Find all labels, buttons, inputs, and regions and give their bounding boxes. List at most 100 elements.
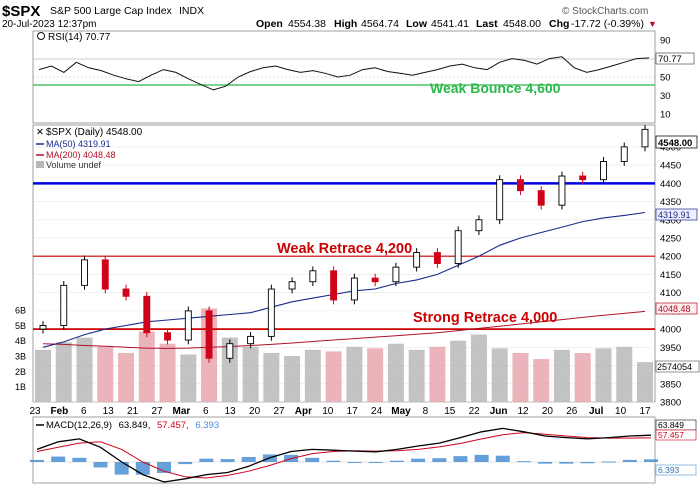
price-tick-label: 4250 bbox=[660, 233, 681, 244]
macd-legend-hist: 6.393 bbox=[195, 420, 219, 431]
price-tick-label: 4450 bbox=[660, 161, 681, 172]
candle-body bbox=[496, 179, 504, 221]
ma200-tag bbox=[655, 302, 698, 315]
candle-body bbox=[101, 259, 109, 290]
x-tick-label: Jun bbox=[490, 406, 508, 417]
candle-body bbox=[641, 128, 649, 148]
x-tick-label: 12 bbox=[517, 406, 529, 417]
x-tick-label: 20 bbox=[249, 406, 261, 417]
volume-bar bbox=[242, 346, 259, 402]
candle-body bbox=[164, 332, 172, 341]
price-tick-label: 4100 bbox=[660, 288, 681, 299]
macd-hist-bar bbox=[580, 462, 595, 464]
volume-bar bbox=[159, 343, 176, 402]
x-tick-label: 27 bbox=[151, 406, 163, 417]
price-panel: 4500445044004350430042504200415041004050… bbox=[15, 124, 700, 409]
macd-hist-bar bbox=[178, 462, 193, 465]
weak-bounce-annotation: Weak Bounce 4,600 bbox=[430, 80, 561, 96]
low-value: 4541.41 bbox=[431, 18, 469, 30]
x-tick-label: 26 bbox=[566, 406, 578, 417]
volume-bar bbox=[429, 346, 446, 402]
strong-retrace-annotation: Strong Retrace 4,000 bbox=[413, 310, 557, 326]
candle-body bbox=[205, 310, 213, 359]
macd-line bbox=[36, 427, 652, 483]
macd-legend-signal: 57.457, bbox=[157, 420, 189, 431]
candle-body bbox=[392, 266, 400, 283]
volume-legend: Volume undef bbox=[46, 160, 102, 170]
down-arrow-icon: ▼ bbox=[648, 19, 657, 29]
volume-bar bbox=[616, 346, 633, 402]
macd-histogram bbox=[30, 454, 658, 475]
low-label: Low bbox=[406, 18, 428, 30]
macd-hist-bar bbox=[601, 461, 616, 463]
volume-bar bbox=[346, 346, 363, 402]
high-value: 4564.74 bbox=[361, 18, 399, 30]
price-tick-label: 3850 bbox=[660, 379, 681, 390]
volume-bar bbox=[263, 352, 280, 402]
volume-bar bbox=[180, 354, 197, 402]
candle-body bbox=[516, 179, 524, 192]
candle-body bbox=[454, 230, 462, 264]
chg-value: -17.72 (-0.39%) bbox=[571, 18, 644, 30]
volume-bar bbox=[97, 346, 114, 402]
open-label: Open bbox=[256, 18, 283, 30]
rsi-legend-icon bbox=[37, 32, 45, 40]
macd-hist-bar bbox=[220, 459, 235, 462]
volume-bar bbox=[595, 348, 612, 402]
x-tick-label: 17 bbox=[639, 406, 651, 417]
x-tick-label: 24 bbox=[371, 406, 383, 417]
ma50-legend: MA(50) 4319.91 bbox=[46, 139, 111, 149]
candle-body bbox=[309, 270, 317, 283]
candle-body bbox=[558, 175, 566, 206]
rsi-y-ticks: 9070503010 bbox=[660, 36, 671, 121]
volume-tag bbox=[655, 360, 700, 373]
macd-hist-bar bbox=[389, 460, 404, 462]
rsi-line bbox=[38, 56, 650, 91]
rsi-value-tag-text: 70.77 bbox=[658, 54, 682, 65]
x-tick-label: 10 bbox=[322, 406, 334, 417]
ma200-tag-text: 4048.48 bbox=[658, 304, 691, 314]
x-tick-label: 17 bbox=[347, 406, 359, 417]
macd-hist-bar bbox=[622, 459, 637, 462]
macd-hist-bar bbox=[411, 458, 426, 462]
volume-bar bbox=[574, 352, 591, 402]
weak-retrace-annotation: Weak Retrace 4,200 bbox=[277, 241, 412, 257]
macd-hist-bar bbox=[644, 459, 658, 462]
volume-bar bbox=[284, 356, 301, 402]
candle-body bbox=[537, 190, 545, 206]
candle-body bbox=[226, 343, 234, 359]
volume-bars bbox=[35, 308, 653, 402]
macd-hist-bar bbox=[199, 458, 214, 462]
rsi-tick-label: 30 bbox=[660, 91, 671, 102]
ma200-line bbox=[42, 310, 646, 349]
volume-bar bbox=[76, 337, 93, 402]
price-tick-label: 3800 bbox=[660, 398, 681, 409]
hist-tag-text: 6.393 bbox=[658, 465, 680, 475]
price-tick-label: 4350 bbox=[660, 197, 681, 208]
candle-body bbox=[433, 252, 441, 264]
last-label: Last bbox=[476, 18, 498, 30]
x-tick-label: 10 bbox=[615, 406, 627, 417]
volume-bar bbox=[304, 349, 321, 402]
signal-tag-text: 57.457 bbox=[658, 430, 684, 440]
volume-tag-text: 2574054 bbox=[657, 362, 692, 372]
rsi-legend: RSI(14) 70.77 bbox=[48, 32, 111, 43]
macd-hist-bar bbox=[559, 462, 574, 464]
x-tick-label: 13 bbox=[225, 406, 237, 417]
volume-bar bbox=[118, 352, 135, 402]
candle-body bbox=[122, 288, 130, 297]
ma200-legend: MA(200) 4048.48 bbox=[46, 150, 116, 160]
macd-legend-prefix: MACD(12,26,9) bbox=[46, 420, 112, 431]
macd-hist-bar bbox=[241, 456, 256, 462]
volume-bar bbox=[533, 359, 550, 402]
candle-body bbox=[600, 160, 607, 181]
volume-bar bbox=[325, 351, 342, 402]
x-tick-label: 15 bbox=[444, 406, 456, 417]
x-tick-label: 20 bbox=[542, 406, 554, 417]
candle-body bbox=[371, 277, 379, 283]
exchange-label: INDX bbox=[179, 5, 204, 17]
volume-bar bbox=[367, 348, 384, 402]
price-legend-icon: ✕ bbox=[36, 127, 44, 138]
last-value: 4548.00 bbox=[503, 18, 541, 30]
